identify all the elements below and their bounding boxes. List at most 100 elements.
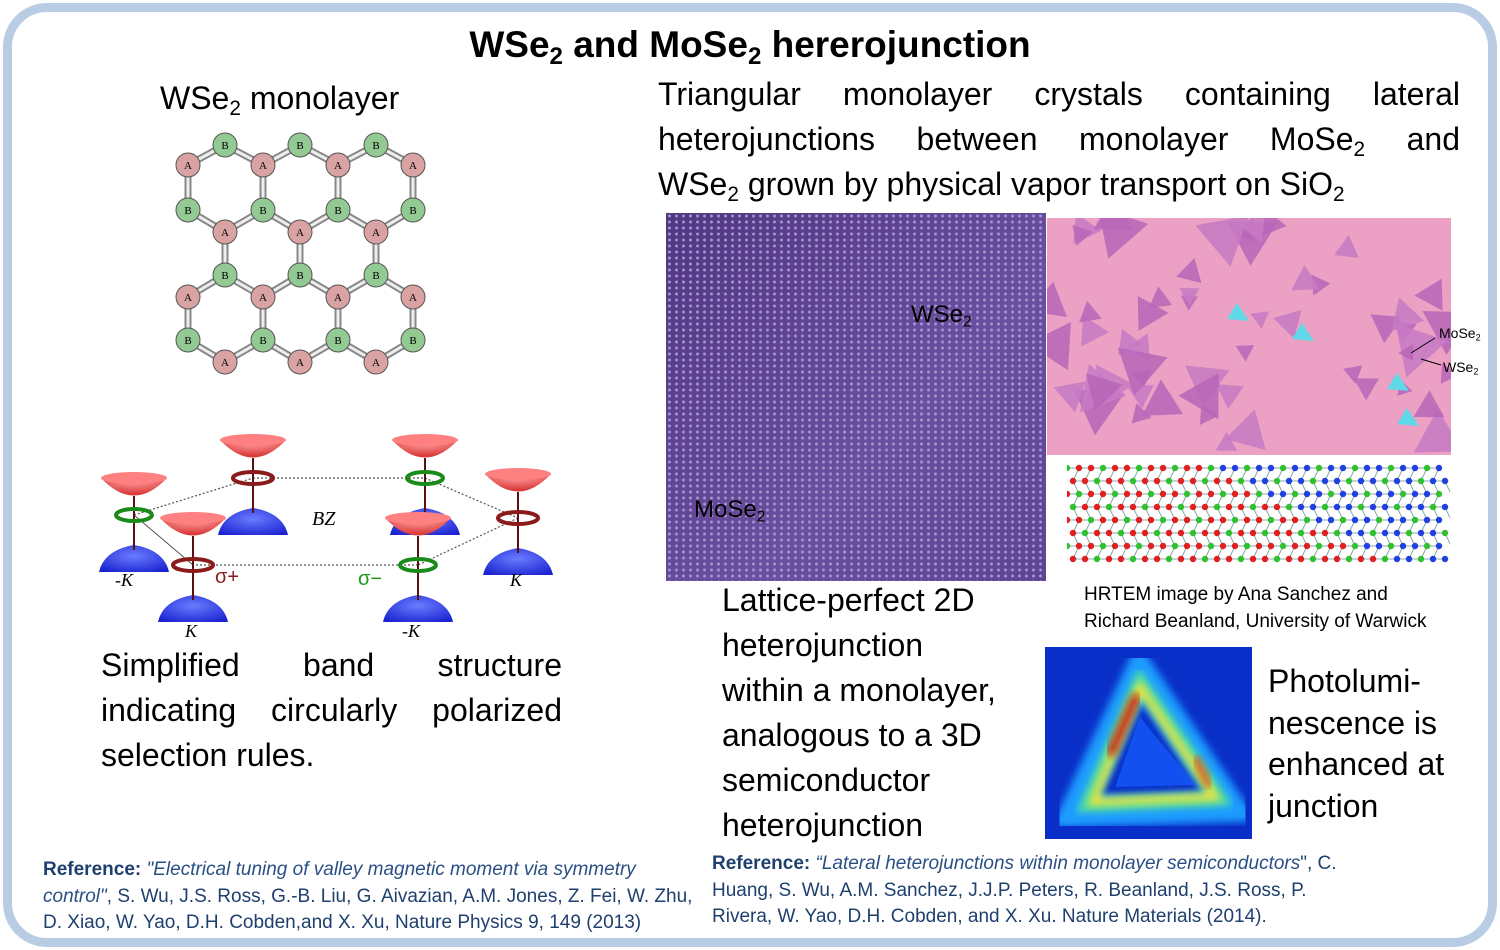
atom [1261, 555, 1269, 563]
atom [1147, 490, 1155, 498]
crystal-triangle [1273, 309, 1302, 339]
k-label-left: K [184, 621, 198, 641]
atom [1201, 555, 1209, 563]
thick-crystal [1227, 303, 1249, 321]
atom [1351, 490, 1359, 498]
atom [1267, 490, 1275, 498]
atom [1441, 529, 1449, 537]
atom-b: B [400, 327, 426, 353]
atom [1237, 555, 1245, 563]
atom [1321, 529, 1329, 537]
atom [1357, 503, 1365, 511]
atom [1297, 503, 1305, 511]
svg-text:A: A [259, 292, 267, 304]
crystal-triangle [1117, 347, 1168, 396]
atom [1303, 516, 1311, 524]
atom [1381, 477, 1389, 485]
atom [1291, 542, 1299, 550]
atom [1213, 555, 1221, 563]
atom [1297, 555, 1305, 563]
crystal-triangle [1398, 343, 1414, 362]
valley-cone [383, 512, 453, 622]
atom [1435, 490, 1443, 498]
atom [1327, 516, 1335, 524]
atom [1423, 490, 1431, 498]
atom [1141, 555, 1149, 563]
atom-b: B [250, 197, 276, 223]
atom [1285, 503, 1293, 511]
svg-text:B: B [409, 205, 416, 217]
atom [1273, 529, 1281, 537]
atom [1249, 503, 1257, 511]
atom [1381, 503, 1389, 511]
atom [1147, 464, 1155, 472]
atom [1141, 529, 1149, 537]
atom [1111, 490, 1119, 498]
atom [1207, 516, 1215, 524]
atom [1363, 490, 1371, 498]
atom [1189, 503, 1197, 511]
atom [1381, 529, 1389, 537]
atom [1243, 542, 1251, 550]
atom [1135, 490, 1143, 498]
valley-cone [483, 468, 553, 575]
optical-mose2-label: MoSe2 [1439, 325, 1481, 343]
atom-a: A [400, 152, 426, 178]
svg-text:B: B [296, 270, 303, 282]
crystal-triangle [1225, 409, 1266, 450]
crystal-triangle [1291, 264, 1320, 291]
crystal-triangle [1148, 286, 1173, 308]
atom [1111, 464, 1119, 472]
atom [1195, 516, 1203, 524]
atom [1081, 503, 1089, 511]
atom-a: A [175, 152, 201, 178]
atom [1417, 555, 1425, 563]
atom-a: A [287, 219, 313, 245]
atom [1441, 477, 1449, 485]
atom-b: B [363, 262, 389, 288]
sigma-plus-label: σ+ [215, 566, 239, 588]
atom [1351, 516, 1359, 524]
pl-caption: Photolumi-nescence is enhanced at junction [1268, 663, 1445, 824]
atom [1327, 464, 1335, 472]
atom [1429, 477, 1437, 485]
atom [1363, 464, 1371, 472]
atom [1273, 555, 1281, 563]
atom [1093, 477, 1101, 485]
atom [1429, 555, 1437, 563]
crystal-triangle [1081, 315, 1109, 347]
atom-a: A [175, 284, 201, 310]
atom-b: B [400, 197, 426, 223]
svg-text:A: A [221, 227, 229, 239]
atom [1183, 490, 1191, 498]
atom-b: B [212, 132, 238, 158]
svg-text:B: B [259, 335, 266, 347]
reference-1: Reference: "Electrical tuning of valley … [43, 859, 693, 933]
atom [1105, 529, 1113, 537]
thick-crystal [1397, 408, 1419, 426]
atom [1279, 490, 1287, 498]
atom [1345, 555, 1353, 563]
atom [1393, 477, 1401, 485]
atom [1195, 464, 1203, 472]
atom [1117, 477, 1125, 485]
atom [1267, 464, 1275, 472]
atom [1273, 503, 1281, 511]
atom [1081, 477, 1089, 485]
atom-b: B [363, 132, 389, 158]
svg-text:A: A [334, 160, 342, 172]
atom-b: B [250, 327, 276, 353]
svg-text:A: A [372, 227, 380, 239]
atom-b: B [325, 327, 351, 353]
atom [1165, 529, 1173, 537]
atom [1291, 516, 1299, 524]
svg-text:A: A [296, 227, 304, 239]
minus-k-label-right: -K [402, 621, 421, 641]
svg-text:B: B [184, 205, 191, 217]
crystal-triangle [1215, 431, 1238, 451]
atom [1363, 542, 1371, 550]
svg-text:B: B [221, 140, 228, 152]
atom [1243, 516, 1251, 524]
atom [1279, 464, 1287, 472]
atom [1345, 477, 1353, 485]
